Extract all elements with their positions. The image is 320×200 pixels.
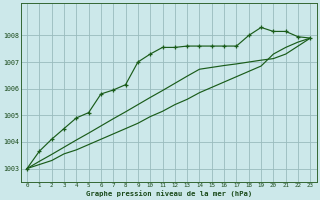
X-axis label: Graphe pression niveau de la mer (hPa): Graphe pression niveau de la mer (hPa) (85, 190, 252, 197)
